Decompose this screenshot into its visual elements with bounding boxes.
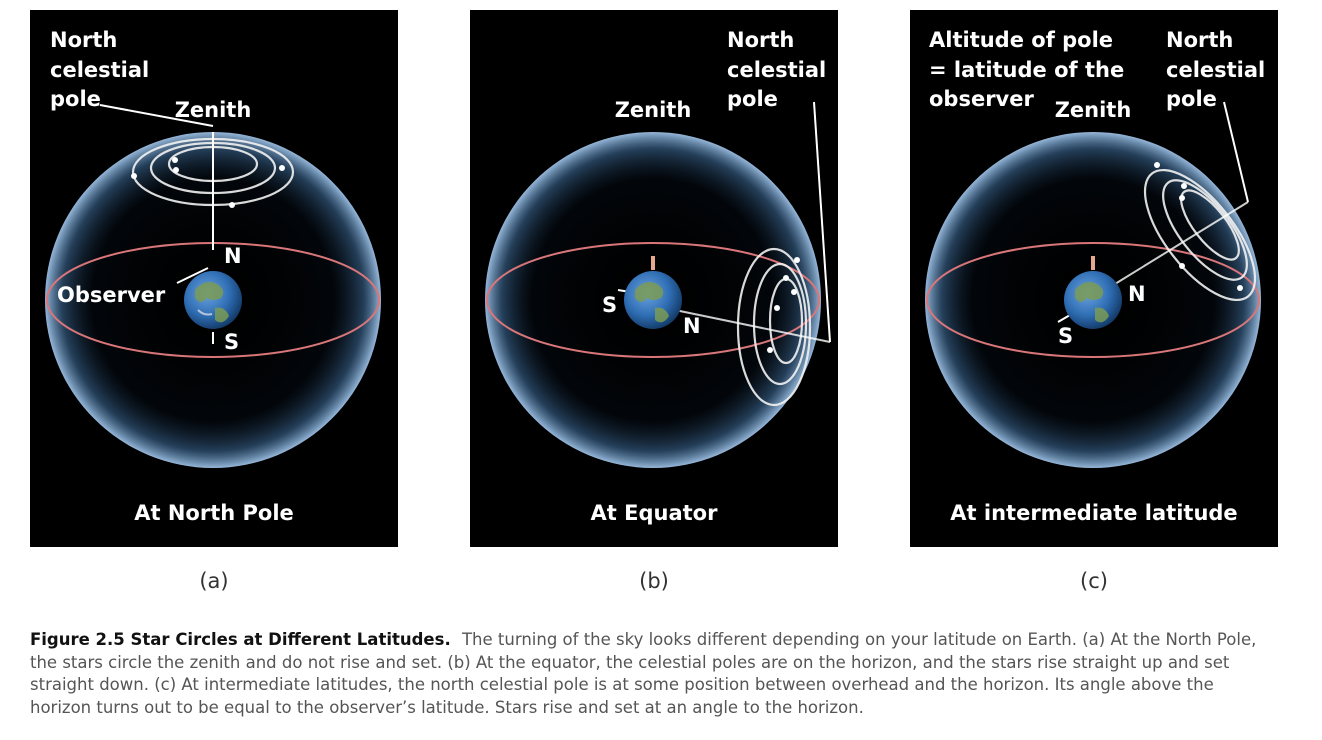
label-n: N	[224, 244, 242, 268]
label-s: S	[224, 330, 239, 354]
stars	[767, 257, 800, 353]
panel-letter-c: (c)	[1080, 569, 1108, 593]
stars	[1154, 162, 1243, 291]
earth	[184, 271, 242, 329]
figure-caption: Figure 2.5 Star Circles at Different Lat…	[30, 629, 1270, 719]
diagram-north-pole: North celestial pole Zenith Observer N S…	[45, 28, 381, 525]
panel-letter-b: (b)	[639, 569, 669, 593]
panel-title: At intermediate latitude	[950, 501, 1237, 525]
earth	[1064, 271, 1122, 329]
panel-title: At Equator	[591, 501, 719, 525]
axis-lines	[99, 104, 214, 344]
label-zenith: Zenith	[175, 98, 252, 122]
label-altitude-of-pole: Altitude of pole = latitude of the obser…	[929, 28, 1132, 111]
observer-marker	[1091, 256, 1095, 270]
label-zenith: Zenith	[1055, 98, 1132, 122]
observer-marker	[651, 256, 655, 270]
diagram-equator: North celestial pole Zenith S N At Equat…	[485, 28, 834, 525]
label-pole: North celestial pole	[727, 28, 834, 111]
stars	[131, 157, 285, 208]
label-pole: North celestial pole	[50, 28, 157, 111]
label-n: N	[683, 314, 701, 338]
panel-north-pole: North celestial pole Zenith Observer N S…	[30, 10, 398, 547]
star-circles	[736, 247, 812, 407]
label-observer: Observer	[57, 283, 166, 307]
axis-lines	[1057, 101, 1249, 323]
label-s: S	[1058, 324, 1073, 348]
label-zenith: Zenith	[615, 98, 692, 122]
caption-text: The turning of the sky looks different d…	[30, 630, 1257, 717]
caption-title: Figure 2.5 Star Circles at Different Lat…	[30, 630, 451, 649]
horizon-circle	[926, 242, 1260, 358]
horizon-circle	[486, 242, 820, 358]
label-s: S	[602, 293, 617, 317]
label-pole: North celestial pole	[1166, 28, 1273, 111]
panel-title: At North Pole	[134, 501, 294, 525]
panel-letter-a: (a)	[199, 569, 229, 593]
panel-intermediate-latitude: Altitude of pole = latitude of the obser…	[910, 10, 1278, 547]
panel-equator: North celestial pole Zenith S N At Equat…	[470, 10, 838, 547]
diagram-intermediate-latitude: Altitude of pole = latitude of the obser…	[925, 28, 1273, 525]
earth	[624, 271, 682, 329]
label-n: N	[1128, 282, 1146, 306]
